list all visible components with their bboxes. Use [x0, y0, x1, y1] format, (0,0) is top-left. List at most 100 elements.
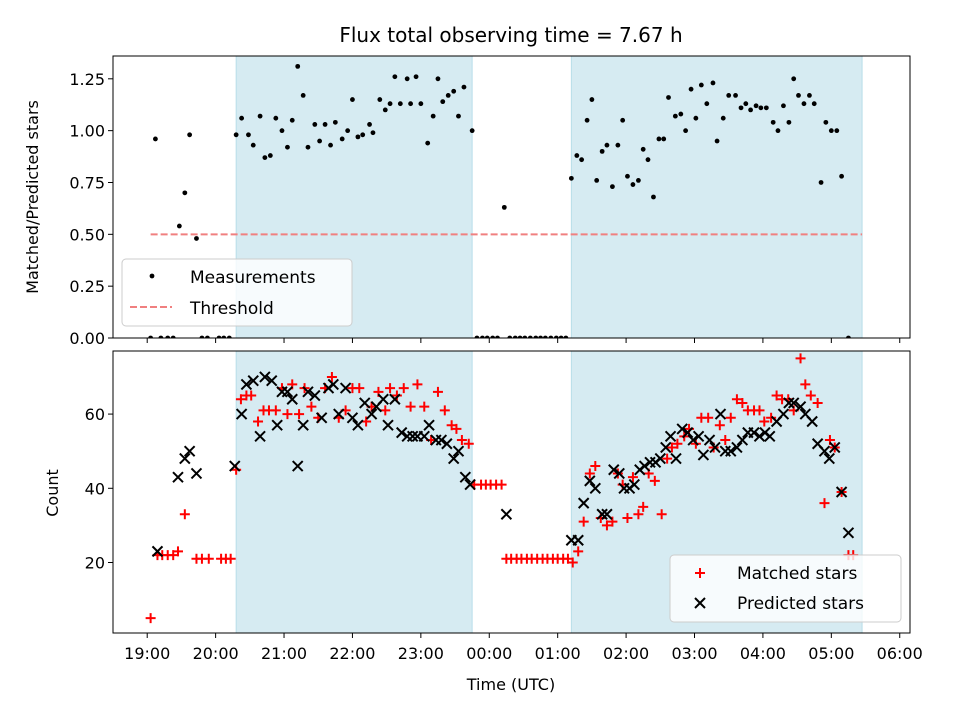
plot-area	[145, 353, 859, 624]
matched-stars-point	[225, 553, 236, 564]
measurement-point	[408, 101, 413, 107]
measurement-point	[148, 335, 154, 338]
predicted-stars-point	[572, 534, 584, 546]
predicted-stars-point	[731, 441, 743, 454]
measurement-point	[435, 76, 441, 82]
predicted-stars-point	[452, 445, 465, 457]
measurement-point	[834, 128, 840, 134]
measurement-point	[339, 136, 345, 142]
predicted-stars-point	[183, 445, 196, 457]
measurement-point	[355, 134, 361, 140]
measurement-point	[791, 76, 797, 82]
predicted-stars-point	[842, 527, 855, 539]
measurement-point	[279, 128, 285, 134]
matched-stars-point	[294, 409, 305, 420]
predicted-stars-point	[638, 460, 651, 472]
predicted-stars-point	[692, 430, 705, 443]
predicted-stars-point	[681, 426, 694, 439]
predicted-stars-point	[664, 430, 677, 443]
measurement-point	[226, 335, 232, 338]
matched-stars-point	[795, 353, 806, 364]
predicted-stars-point	[406, 430, 419, 443]
measurement-point	[770, 119, 776, 125]
x-tick-label: 21:00	[261, 644, 307, 663]
measurement-point	[469, 128, 475, 134]
predicted-stars-point	[365, 408, 378, 420]
top-y-axis-label: Matched/Predicted stars	[23, 100, 42, 294]
matched-stars-point	[246, 390, 257, 401]
predicted-stars-point	[302, 386, 314, 398]
y-tick-label: 1.25	[69, 70, 105, 89]
matched-stars-point	[714, 420, 725, 431]
predicted-stars-point	[435, 434, 448, 446]
measurement-point	[158, 335, 164, 338]
predicted-stars-point	[764, 430, 776, 443]
measurement-point	[367, 122, 372, 127]
predicted-stars-point	[818, 445, 831, 457]
y-tick-label: 20	[85, 554, 105, 573]
measurement-point	[474, 335, 480, 338]
measurement-point	[683, 128, 689, 134]
plot-area	[148, 63, 863, 338]
predicted-stars-point	[346, 412, 359, 424]
measurement-point	[495, 335, 500, 338]
measurement-point	[599, 148, 605, 154]
predicted-stars-point	[577, 497, 590, 509]
measurement-point	[165, 335, 171, 338]
measurement-point	[584, 117, 590, 123]
matched-stars-point	[451, 423, 462, 434]
matched-stars-point	[179, 509, 190, 520]
measurement-point	[404, 76, 410, 82]
measurement-point	[413, 74, 419, 80]
legend-label-matched: Matched stars	[737, 564, 857, 584]
predicted-stars-point	[687, 434, 699, 446]
matched-stars-point	[725, 412, 736, 423]
measurement-point	[818, 180, 824, 185]
measurement-point	[382, 107, 388, 113]
predicted-stars-point	[777, 408, 790, 420]
x-tick-label: 03:00	[671, 644, 717, 663]
predicted-stars-point	[447, 452, 460, 465]
predicted-stars-point	[725, 445, 737, 457]
matched-stars-point	[567, 557, 578, 568]
matched-stars-point	[672, 438, 683, 449]
measurement-point	[527, 335, 533, 338]
measurement-point	[461, 84, 467, 90]
matched-stars-point	[720, 435, 731, 446]
measurement-point	[753, 103, 759, 109]
matched-stars-point	[649, 475, 660, 486]
predicted-stars-point	[179, 452, 191, 465]
measurement-point	[392, 74, 398, 80]
legend: Measurements Threshold	[121, 258, 353, 327]
measurement-point	[360, 132, 366, 138]
measurement-point	[182, 190, 188, 196]
predicted-stars-point	[359, 397, 371, 409]
measurement-point	[610, 184, 615, 190]
matched-stars-point	[812, 397, 823, 408]
matched-stars-point	[405, 401, 416, 412]
measurement-point	[239, 115, 245, 121]
measurement-point	[170, 335, 176, 338]
predicted-stars-point	[459, 471, 472, 483]
matched-stars-point	[253, 416, 264, 427]
x-tick-label: 05:00	[808, 644, 854, 663]
measurement-point	[548, 335, 554, 338]
predicted-stars-point	[601, 508, 613, 520]
y-tick-label: 0.25	[69, 277, 105, 296]
predicted-stars-point	[596, 508, 608, 520]
measurement-point	[589, 97, 595, 102]
measurement-point	[781, 103, 786, 109]
matched-stars-point	[463, 438, 474, 449]
predicted-stars-point	[172, 471, 184, 483]
measurement-point	[456, 113, 461, 119]
matched-stars-point	[380, 405, 391, 416]
predicted-stars-point	[500, 508, 513, 520]
predicted-stars-point	[628, 478, 641, 491]
measurement-point	[704, 101, 710, 107]
measurement-point	[630, 182, 636, 187]
measurement-point	[678, 111, 684, 117]
predicted-stars-point	[190, 467, 203, 480]
predicted-stars-point	[660, 441, 672, 454]
measurement-point	[661, 136, 667, 142]
measurement-point	[250, 142, 256, 148]
